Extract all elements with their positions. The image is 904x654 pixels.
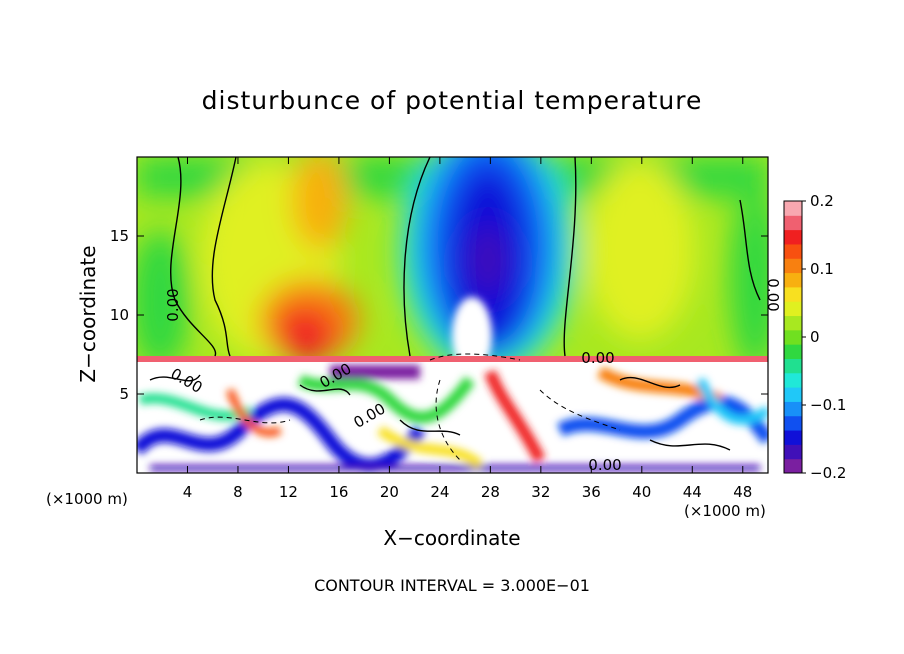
- contour-label-2: 0.00: [588, 456, 621, 474]
- x-axis-label: X−coordinate: [383, 526, 521, 550]
- colorbar-swatch-5: [784, 387, 802, 402]
- x-tick-label-3: 16: [329, 483, 348, 501]
- colorbar-swatch-2: [784, 430, 802, 445]
- contour-label-6: 0.00: [764, 278, 782, 311]
- colorbar-swatch-13: [784, 272, 802, 288]
- colorbar: 0.2 0.1 0 −0.1 −0.2: [783, 192, 846, 482]
- colorbar-swatch-17: [784, 215, 802, 231]
- colorbar-tick-label-0: 0.2: [810, 192, 834, 210]
- colorbar-swatch-10: [784, 315, 802, 331]
- x-tick-label-5: 24: [430, 483, 449, 501]
- x-tick-label-11: 48: [733, 483, 752, 501]
- x-tick-label-6: 28: [481, 483, 500, 501]
- x-axis: 4 8 12 16 20 24 28 32 36 40 44 48: [183, 157, 752, 501]
- x-tick-label-1: 8: [233, 483, 243, 501]
- colorbar-swatch-3: [784, 415, 802, 431]
- colorbar-swatch-7: [784, 358, 802, 374]
- heatmap-field: [137, 157, 768, 473]
- y-axis: 5 10 15: [110, 227, 768, 403]
- contour-label-0: 0.00: [164, 288, 182, 321]
- x-tick-label-4: 20: [380, 483, 399, 501]
- colorbar-swatch-9: [784, 329, 802, 345]
- x-tick-label-8: 36: [582, 483, 601, 501]
- colorbar-swatch-15: [784, 243, 802, 259]
- chart-title: disturbunce of potential temperature: [201, 86, 703, 115]
- colorbar-tick-label-1: 0.1: [810, 260, 834, 278]
- colorbar-tick-label-3: −0.1: [810, 396, 846, 414]
- x-tick-label-9: 40: [632, 483, 651, 501]
- colorbar-swatch-0: [784, 458, 802, 474]
- colorbar-swatch-14: [784, 258, 802, 274]
- x-tick-label-2: 12: [279, 483, 298, 501]
- colorbar-swatch-8: [784, 344, 802, 359]
- x-tick-label-0: 4: [183, 483, 193, 501]
- colorbar-swatch-1: [784, 444, 802, 460]
- colorbar-swatch-4: [784, 401, 802, 417]
- x-unit-left: (×1000 m): [46, 490, 128, 508]
- colorbar-tick-label-2: 0: [810, 328, 820, 346]
- colorbar-swatch-11: [784, 301, 802, 317]
- colorbar-swatch-12: [784, 286, 802, 302]
- contour-lines: [149, 157, 761, 451]
- x-tick-label-10: 44: [683, 483, 702, 501]
- contour-label-1: 0.00: [581, 349, 614, 367]
- colorbar-swatch-18: [784, 201, 802, 216]
- y-tick-label-1: 10: [110, 306, 129, 324]
- colorbar-swatch-16: [784, 229, 802, 245]
- y-tick-label-0: 5: [119, 385, 129, 403]
- x-unit-right: (×1000 m): [684, 502, 766, 520]
- x-tick-label-7: 32: [531, 483, 550, 501]
- contour-interval-note: CONTOUR INTERVAL = 3.000E−01: [314, 576, 590, 595]
- interface-band: [137, 356, 768, 362]
- y-axis-label: Z−coordinate: [76, 245, 100, 383]
- colorbar-tick-label-4: −0.2: [810, 464, 846, 482]
- y-tick-label-2: 15: [110, 227, 129, 245]
- colorbar-swatch-6: [784, 372, 802, 388]
